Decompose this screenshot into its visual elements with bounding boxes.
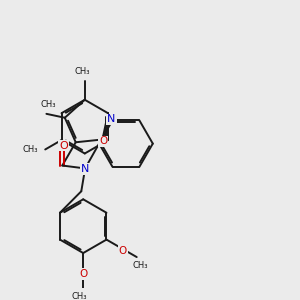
Text: O: O [99, 136, 107, 146]
Text: CH₃: CH₃ [133, 261, 148, 270]
Text: N: N [81, 164, 89, 174]
Text: CH₃: CH₃ [74, 67, 90, 76]
Text: O: O [118, 246, 127, 256]
Text: O: O [79, 269, 87, 279]
Text: CH₃: CH₃ [22, 145, 38, 154]
Text: O: O [59, 141, 68, 151]
Text: N: N [107, 114, 116, 124]
Text: CH₃: CH₃ [72, 292, 87, 300]
Text: CH₃: CH₃ [40, 100, 56, 109]
